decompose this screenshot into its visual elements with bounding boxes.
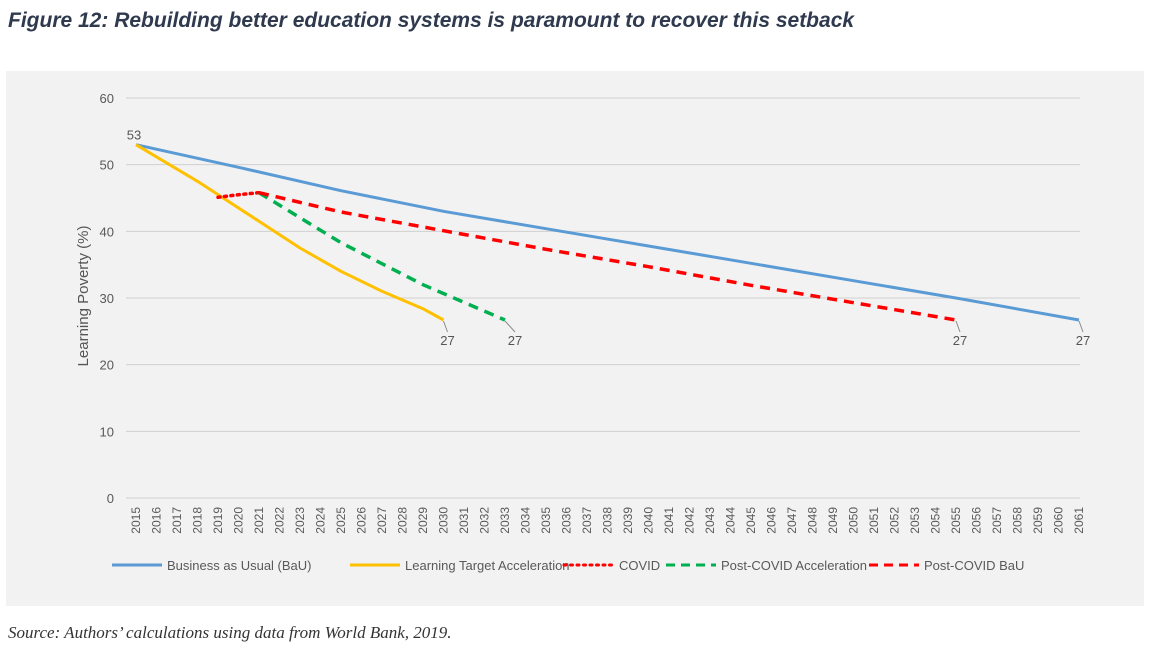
x-tick-label: 2033 bbox=[498, 507, 512, 534]
x-tick-label: 2041 bbox=[662, 507, 676, 534]
legend-label: Business as Usual (BaU) bbox=[167, 558, 312, 573]
y-tick-label: 60 bbox=[100, 91, 114, 106]
x-tick-label: 2026 bbox=[355, 507, 369, 534]
y-tick-label: 30 bbox=[100, 291, 114, 306]
series-line-5 bbox=[258, 190, 957, 322]
series-lines bbox=[135, 143, 1080, 322]
x-tick-label: 2017 bbox=[170, 507, 184, 534]
chart-panel: 0 10 20 30 40 50 60 2015 2016 2017 2018 2019 2020 20… bbox=[6, 71, 1144, 606]
data-label: 27 bbox=[440, 333, 454, 348]
y-tick-label: 0 bbox=[107, 491, 114, 506]
x-tick-label: 2038 bbox=[601, 507, 615, 534]
data-labels: 53 27 27 27 27 bbox=[127, 128, 1090, 348]
y-tick-label: 50 bbox=[100, 158, 114, 173]
data-label: 27 bbox=[1076, 333, 1090, 348]
label-leader-line bbox=[955, 320, 961, 333]
x-tick-labels: 2015 2016 2017 2018 2019 2020 2021 2022 2023 2024… bbox=[129, 507, 1086, 534]
series-line-2 bbox=[135, 143, 445, 322]
legend-label: Learning Target Acceleration bbox=[405, 558, 570, 573]
x-tick-label: 2027 bbox=[375, 507, 389, 534]
x-tick-label: 2030 bbox=[437, 507, 451, 534]
x-tick-label: 2019 bbox=[211, 507, 225, 534]
x-tick-label: 2059 bbox=[1031, 507, 1045, 534]
y-tick-label: 20 bbox=[100, 358, 114, 373]
legend: Business as Usual (BaU) Learning Target A… bbox=[112, 558, 1024, 573]
x-tick-label: 2044 bbox=[724, 507, 738, 534]
x-tick-label: 2046 bbox=[765, 507, 779, 534]
x-tick-label: 2024 bbox=[314, 507, 328, 534]
x-tick-label: 2054 bbox=[929, 507, 943, 534]
label-leader-line bbox=[443, 320, 448, 333]
x-tick-label: 2034 bbox=[519, 507, 533, 534]
data-label: 27 bbox=[953, 333, 967, 348]
series-line-4 bbox=[258, 191, 506, 322]
x-tick-label: 2031 bbox=[457, 507, 471, 534]
x-tick-label: 2060 bbox=[1052, 507, 1066, 534]
x-tick-label: 2047 bbox=[785, 507, 799, 534]
figure-title: Figure 12: Rebuilding better education s… bbox=[8, 9, 855, 32]
legend-label: Post-COVID Acceleration bbox=[721, 558, 867, 573]
x-tick-label: 2042 bbox=[683, 507, 697, 534]
x-tick-label: 2025 bbox=[334, 507, 348, 534]
x-tick-label: 2049 bbox=[826, 507, 840, 534]
x-tick-label: 2040 bbox=[642, 507, 656, 534]
x-tick-label: 2035 bbox=[539, 507, 553, 534]
x-tick-label: 2016 bbox=[150, 507, 164, 534]
x-tick-label: 2056 bbox=[970, 507, 984, 534]
y-tick-label: 10 bbox=[100, 424, 114, 439]
legend-label: Post-COVID BaU bbox=[924, 558, 1024, 573]
data-label: 27 bbox=[508, 333, 522, 348]
y-tick-label: 40 bbox=[100, 224, 114, 239]
x-tick-label: 2015 bbox=[129, 507, 143, 534]
x-tick-label: 2045 bbox=[744, 507, 758, 534]
x-tick-label: 2057 bbox=[990, 507, 1004, 534]
x-tick-label: 2028 bbox=[396, 507, 410, 534]
x-tick-label: 2058 bbox=[1011, 507, 1025, 534]
y-tick-labels: 0 10 20 30 40 50 60 bbox=[100, 91, 114, 506]
x-tick-label: 2061 bbox=[1072, 507, 1086, 534]
series-line-3 bbox=[216, 190, 261, 200]
figure-source: Source: Authors’ calculations using data… bbox=[8, 623, 452, 642]
x-tick-label: 2023 bbox=[293, 507, 307, 534]
x-tick-label: 2039 bbox=[621, 507, 635, 534]
x-tick-label: 2020 bbox=[232, 507, 246, 534]
legend-label: COVID bbox=[619, 558, 660, 573]
x-tick-label: 2022 bbox=[273, 507, 287, 534]
x-tick-label: 2032 bbox=[478, 507, 492, 534]
x-tick-label: 2021 bbox=[252, 507, 266, 534]
label-leader-line bbox=[504, 320, 516, 333]
x-tick-label: 2052 bbox=[888, 507, 902, 534]
label-leader-line bbox=[1078, 320, 1084, 333]
x-tick-label: 2029 bbox=[416, 507, 430, 534]
x-tick-label: 2050 bbox=[847, 507, 861, 534]
x-tick-label: 2037 bbox=[580, 507, 594, 534]
x-tick-label: 2018 bbox=[191, 507, 205, 534]
y-axis-label: Learning Poverty (%) bbox=[75, 226, 92, 367]
x-tick-label: 2053 bbox=[908, 507, 922, 534]
series-line-1 bbox=[135, 143, 1080, 322]
x-tick-label: 2051 bbox=[867, 507, 881, 534]
data-label: 53 bbox=[127, 128, 141, 143]
x-tick-label: 2043 bbox=[703, 507, 717, 534]
x-tick-label: 2048 bbox=[806, 507, 820, 534]
grid-lines bbox=[126, 97, 1080, 499]
x-tick-label: 2036 bbox=[560, 507, 574, 534]
x-tick-label: 2055 bbox=[949, 507, 963, 534]
